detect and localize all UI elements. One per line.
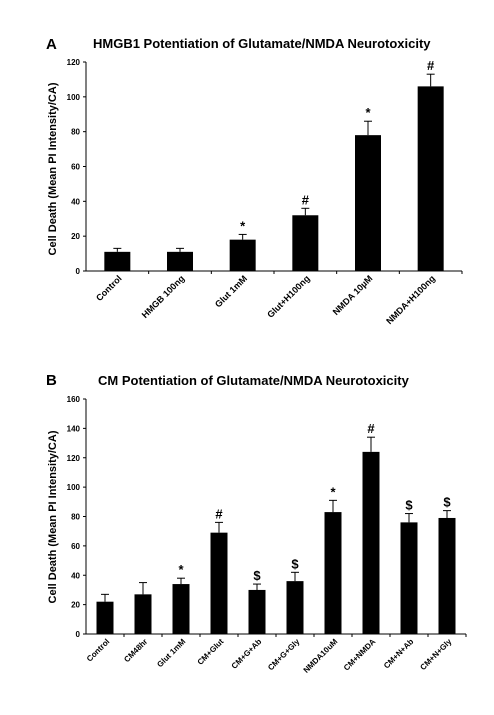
chart-b-xtick-label: CM48hr — [122, 637, 149, 664]
chart-a-ytick-label: 120 — [67, 58, 81, 67]
chart-a-xtick-label: Control — [94, 273, 124, 303]
chart-a-bar — [104, 251, 131, 271]
chart-a-ylabel: Cell Death (Mean PI Intensity/CA) — [47, 82, 59, 255]
chart-a-title: HMGB1 Potentiation of Glutamate/NMDA Neu… — [93, 36, 431, 51]
chart-a-ytick-label: 20 — [71, 232, 80, 241]
chart-b-plot: 0 20 40 60 80 100 120 140 160 Control CM48hr * Glut … — [67, 395, 467, 675]
chart-b-significance-marker: $ — [291, 556, 299, 571]
chart-b-xtick-label: CM+N+Gly — [418, 637, 453, 672]
chart-b-xtick-label: CM+NMDA — [342, 637, 378, 673]
chart-b-xtick-label: CM+G+Gly — [266, 637, 302, 673]
chart-b-significance-marker: $ — [253, 568, 261, 583]
chart-b-xtick-label: CM+G+Ab — [230, 637, 264, 671]
chart-a-significance-marker: * — [365, 105, 371, 120]
chart-b-bar — [286, 581, 304, 634]
panel-b-letter: B — [46, 372, 57, 389]
chart-b-significance-marker: # — [215, 506, 223, 521]
chart-a-xtick-label: Glut+H100ng — [265, 273, 312, 320]
chart-b-bar — [134, 594, 152, 634]
chart-a-xtick-label: Glut 1mM — [213, 273, 249, 309]
chart-a-significance-marker: * — [240, 218, 246, 233]
chart-b-bar — [210, 532, 228, 634]
chart-b-ytick-label: 20 — [71, 601, 80, 610]
chart-a-bar — [229, 239, 256, 271]
chart-b-ytick-label: 120 — [67, 454, 81, 463]
chart-b-bar — [96, 601, 114, 634]
chart-a-bar — [292, 215, 319, 271]
chart-b-title: CM Potentiation of Glutamate/NMDA Neurot… — [98, 373, 410, 388]
chart-b-ytick-label: 100 — [67, 483, 81, 492]
chart-b-ytick-label: 160 — [67, 395, 81, 404]
chart-a-plot: 0 20 40 60 80 100 120 Control HMGB 100ng * Glut 1m… — [67, 58, 463, 326]
chart-a-bar — [167, 251, 193, 271]
chart-b-bar — [438, 517, 456, 634]
chart-a-xtick-label: HMGB 100ng — [140, 273, 187, 320]
chart-a-ytick-label: 100 — [67, 93, 81, 102]
chart-a-xtick-label: NMDA 10µM — [331, 273, 375, 317]
chart-b-ytick-label: 40 — [71, 571, 80, 580]
chart-a-ytick-label: 60 — [71, 163, 80, 172]
chart-b-ytick-label: 80 — [71, 513, 80, 522]
chart-b-ytick-label: 140 — [67, 424, 81, 433]
chart-b-bar — [172, 584, 190, 634]
panel-a-letter: A — [46, 36, 57, 53]
chart-b-significance-marker: * — [178, 562, 184, 577]
chart-a-ytick-label: 40 — [71, 197, 80, 206]
chart-b-bar — [248, 589, 266, 634]
chart-b-xtick-label: NMDA10uM — [302, 637, 340, 675]
chart-b-ytick-label: 60 — [71, 542, 80, 551]
chart-b-xtick-label: Glut 1mM — [155, 637, 187, 669]
chart-a-significance-marker: # — [427, 58, 435, 73]
chart-b-ytick-label: 0 — [76, 630, 81, 639]
chart-a-bar — [417, 86, 444, 271]
chart-a-bar — [355, 135, 381, 271]
chart-a-ytick-label: 80 — [71, 128, 80, 137]
chart-b-significance-marker: $ — [443, 495, 451, 510]
chart-b-significance-marker: $ — [405, 498, 413, 513]
chart-b-xtick-label: Control — [85, 637, 111, 663]
chart-b-bar — [362, 451, 380, 634]
chart-a-ytick-label: 0 — [76, 267, 81, 276]
chart-b-bar — [324, 512, 342, 634]
chart-a-xtick-label: NMDA+H100ng — [384, 273, 437, 326]
chart-b-bar — [400, 522, 418, 634]
chart-b-xtick-label: CM+N+Ab — [382, 637, 415, 670]
chart-a-significance-marker: # — [302, 192, 310, 207]
chart-b-significance-marker: * — [330, 484, 336, 499]
chart-b-ylabel: Cell Death (Mean PI Intensity/CA) — [47, 430, 59, 603]
chart-b-xtick-label: CM+Glut — [196, 637, 226, 667]
chart-b-significance-marker: # — [367, 421, 375, 436]
